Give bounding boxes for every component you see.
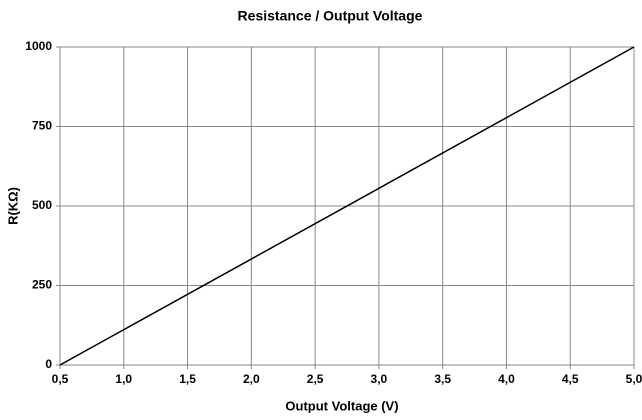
x-tick-label: 0,5 <box>52 372 69 386</box>
y-tick-label: 0 <box>45 357 52 371</box>
y-tick-label: 750 <box>32 119 52 133</box>
x-tick-label: 2,0 <box>243 372 260 386</box>
x-tick-label: 5,0 <box>626 372 642 386</box>
y-axis-label: R(KΩ) <box>5 187 20 225</box>
x-tick-label: 1,5 <box>179 372 196 386</box>
chart-title: Resistance / Output Voltage <box>238 8 423 24</box>
y-tick-label: 250 <box>32 278 52 292</box>
x-axis-label: Output Voltage (V) <box>285 398 398 413</box>
x-tick-label: 4,0 <box>498 372 515 386</box>
y-tick-label: 500 <box>32 198 52 212</box>
data-line <box>59 46 635 366</box>
x-tick-label: 2,5 <box>307 372 324 386</box>
y-tick-label: 1000 <box>25 39 52 53</box>
x-tick-label: 1,0 <box>115 372 132 386</box>
x-tick-label: 4,5 <box>562 372 579 386</box>
x-tick-label: 3,5 <box>434 372 451 386</box>
x-tick-label: 3,0 <box>371 372 388 386</box>
